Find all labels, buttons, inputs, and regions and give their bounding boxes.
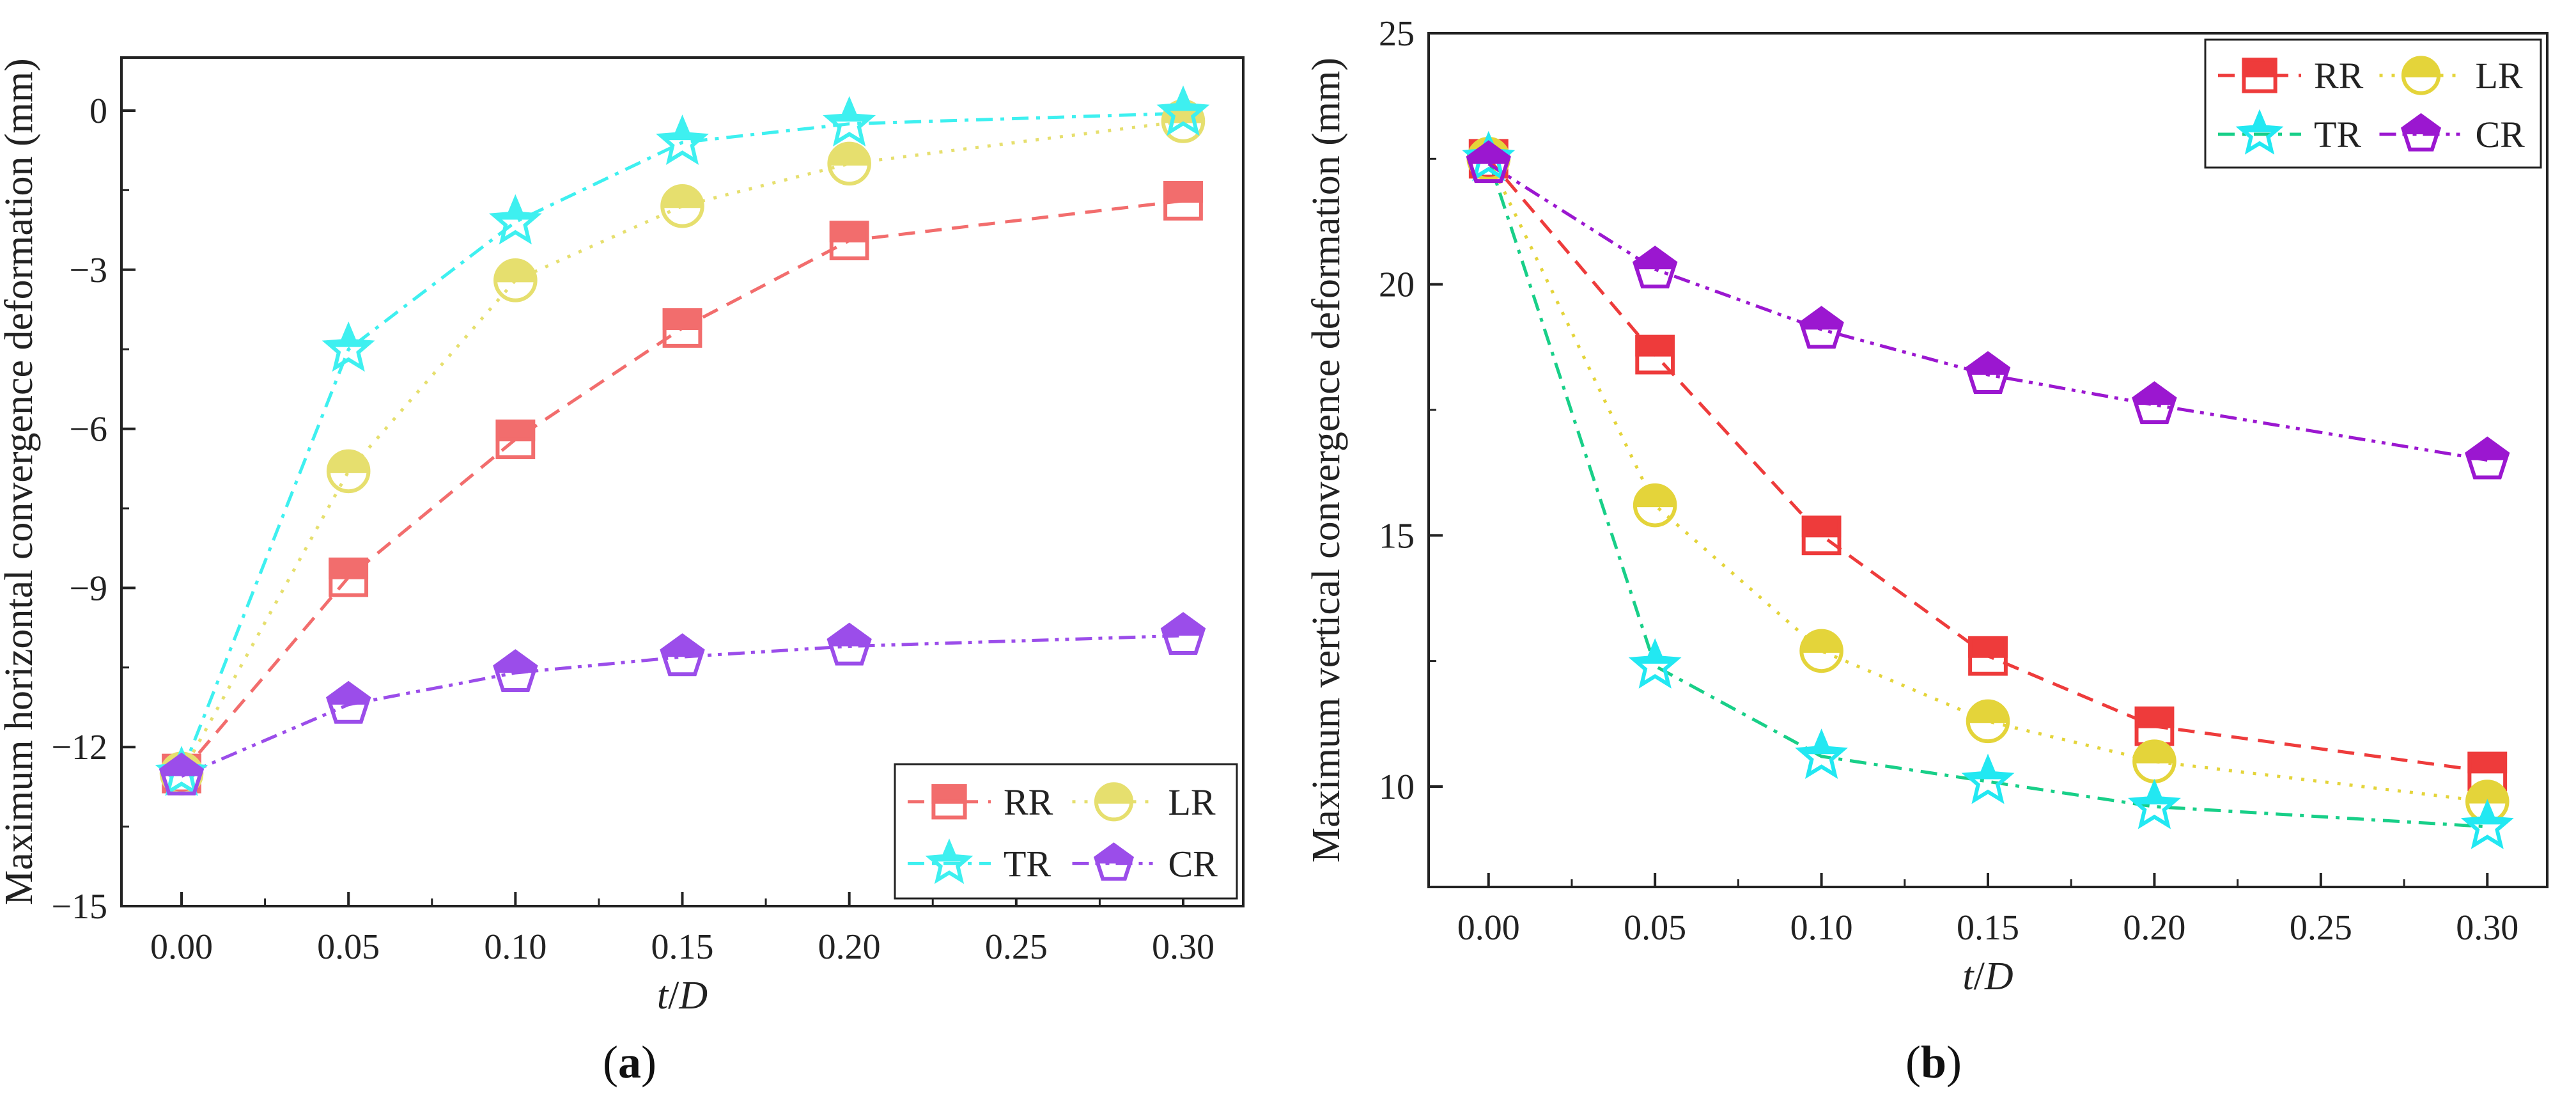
y-tick-label: 10 bbox=[1379, 767, 1415, 807]
x-tick-label: 0.00 bbox=[1457, 908, 1520, 948]
y-tick-label: 20 bbox=[1379, 265, 1415, 305]
marker-tr bbox=[656, 114, 709, 165]
legend-marker-cr bbox=[1093, 842, 1135, 881]
legend-label-cr: CR bbox=[1168, 843, 1218, 884]
x-tick-label: 0.25 bbox=[2290, 908, 2352, 948]
marker-rr bbox=[1635, 334, 1675, 375]
legend-marker-lr bbox=[2401, 56, 2441, 95]
marker-tr bbox=[1156, 85, 1210, 136]
x-tick-label: 0.00 bbox=[150, 927, 213, 967]
marker-cr bbox=[159, 752, 205, 796]
y-tick-label: 15 bbox=[1379, 516, 1415, 556]
marker-lr bbox=[660, 184, 704, 228]
x-tick-label: 0.25 bbox=[985, 927, 1048, 967]
marker-rr bbox=[329, 557, 369, 597]
y-axis-label: Maximum vertical convergence deformation… bbox=[1305, 58, 1348, 863]
x-axis-label: t/D bbox=[1962, 955, 2013, 998]
marker-rr bbox=[495, 420, 536, 460]
y-tick-label: −9 bbox=[69, 569, 107, 608]
legend-label-lr: LR bbox=[2476, 55, 2523, 97]
marker-cr bbox=[1466, 140, 1511, 184]
panel-a-chart: 0.00 0.05 0.10 0.15 0.20 0.25 0.30 −15 −12 −9 −6 −3… bbox=[0, 56, 1245, 1017]
y-tick-label: −12 bbox=[51, 728, 107, 767]
legend-label-rr: RR bbox=[1004, 781, 1053, 823]
legend-label-tr: TR bbox=[1004, 843, 1051, 884]
marker-lr bbox=[326, 449, 371, 494]
marker-tr bbox=[1628, 638, 1682, 689]
series-line-lr bbox=[180, 120, 1184, 774]
legend: RR LR TR CR bbox=[894, 763, 1238, 900]
marker-cr bbox=[1965, 350, 2011, 394]
x-tick-label: 0.20 bbox=[818, 927, 881, 967]
y-tick-label: 25 bbox=[1379, 14, 1415, 54]
marker-tr bbox=[1795, 728, 1848, 780]
marker-lr bbox=[1633, 483, 1677, 528]
caption-a: (a) bbox=[603, 1037, 656, 1088]
y-tick-label: −3 bbox=[69, 251, 107, 290]
marker-rr bbox=[829, 221, 869, 261]
marker-rr bbox=[1801, 515, 1842, 556]
legend-marker-lr bbox=[1094, 782, 1134, 822]
legend-label-cr: CR bbox=[2476, 114, 2526, 155]
series-line-cr bbox=[1487, 162, 2488, 462]
marker-cr bbox=[493, 649, 538, 692]
y-axis-label: Maximum horizontal convergence deformati… bbox=[0, 58, 41, 906]
x-tick-label: 0.30 bbox=[1152, 927, 1214, 967]
marker-tr bbox=[2128, 778, 2181, 829]
marker-rr bbox=[1163, 181, 1203, 221]
legend-label-rr: RR bbox=[2314, 55, 2364, 97]
marker-rr bbox=[2134, 706, 2175, 746]
series-line-rr bbox=[1487, 157, 2488, 773]
marker-tr bbox=[1961, 753, 2015, 804]
y-tick-label: 0 bbox=[89, 91, 107, 131]
panel-b-chart: 0.00 0.05 0.10 0.15 0.20 0.25 0.30 10 15 20 25 t/D M… bbox=[1305, 14, 2549, 998]
marker-tr bbox=[2460, 799, 2514, 849]
y-tick-label: −15 bbox=[51, 887, 107, 927]
legend-label-lr: LR bbox=[1168, 781, 1216, 823]
series-line-tr bbox=[1487, 158, 2488, 829]
x-tick-label: 0.10 bbox=[484, 927, 547, 967]
series-line-cr bbox=[181, 634, 1184, 778]
x-tick-label: 0.05 bbox=[1624, 908, 1686, 948]
x-tick-label: 0.15 bbox=[651, 927, 714, 967]
marker-lr bbox=[493, 258, 538, 302]
marker-cr bbox=[2465, 436, 2510, 480]
x-tick-label: 0.20 bbox=[2123, 908, 2185, 948]
caption-b: (b) bbox=[1905, 1037, 1962, 1088]
x-tick-label: 0.30 bbox=[2456, 908, 2518, 948]
marker-cr bbox=[1799, 306, 1844, 349]
x-tick-label: 0.05 bbox=[317, 927, 380, 967]
marker-cr bbox=[1632, 246, 1678, 288]
marker-cr bbox=[2132, 381, 2177, 425]
legend-marker-tr bbox=[2235, 109, 2284, 155]
marker-lr bbox=[2132, 739, 2176, 783]
legend-marker-cr bbox=[2400, 113, 2442, 152]
marker-lr bbox=[1966, 699, 2010, 744]
marker-cr bbox=[325, 680, 371, 724]
series-line-tr bbox=[180, 111, 1184, 774]
marker-lr bbox=[827, 141, 871, 186]
marker-tr bbox=[823, 96, 876, 146]
marker-cr bbox=[660, 633, 705, 677]
marker-rr bbox=[2467, 751, 2508, 792]
legend-marker-rr bbox=[2242, 58, 2277, 93]
marker-rr bbox=[1968, 636, 2008, 676]
marker-lr bbox=[1799, 629, 1843, 673]
y-tick-label: −6 bbox=[69, 410, 107, 450]
legend-label-tr: TR bbox=[2314, 114, 2361, 155]
x-tick-label: 0.15 bbox=[1957, 908, 2019, 948]
legend-marker-tr bbox=[925, 838, 974, 884]
marker-rr bbox=[662, 308, 702, 348]
marker-tr bbox=[488, 194, 542, 245]
marker-cr bbox=[1160, 611, 1206, 655]
x-tick-label: 0.10 bbox=[1790, 908, 1853, 948]
legend: RR LR TR CR bbox=[2204, 38, 2542, 169]
marker-cr bbox=[826, 622, 872, 666]
legend-marker-rr bbox=[931, 784, 967, 820]
x-axis-label: t/D bbox=[657, 974, 708, 1017]
marker-tr bbox=[322, 321, 375, 372]
series-line-rr bbox=[180, 199, 1184, 775]
